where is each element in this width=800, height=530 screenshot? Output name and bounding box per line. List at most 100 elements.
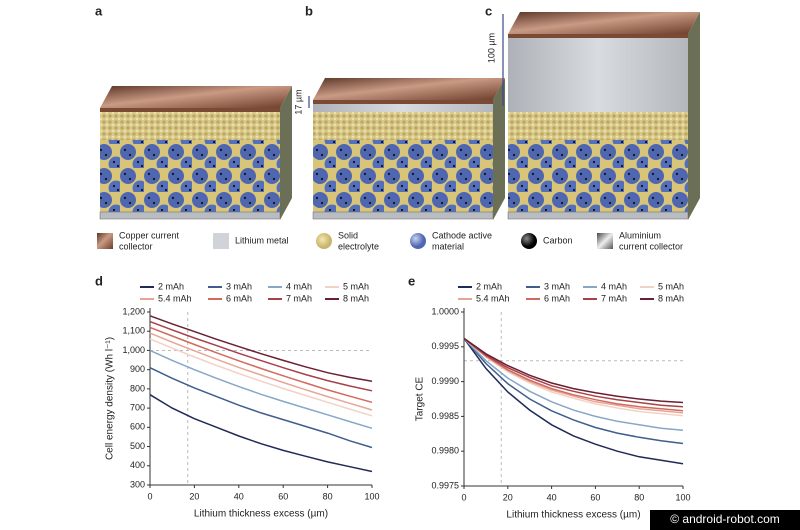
series-line — [149, 332, 373, 411]
material-icon — [597, 233, 613, 249]
material-label: Copper current — [119, 230, 180, 240]
y-tick-label: 0.9975 — [431, 480, 459, 490]
battery-stack — [99, 86, 292, 220]
y-tick-label: 1,100 — [122, 326, 145, 336]
legend-label: 6 mAh — [544, 293, 570, 303]
lithium-layer — [313, 104, 493, 112]
series-line — [149, 320, 373, 392]
aluminium-base — [507, 211, 689, 220]
legend-label: 8 mAh — [343, 293, 369, 303]
y-tick-label: 500 — [130, 441, 145, 451]
y-tick-label: 1.0000 — [431, 306, 459, 316]
y-axis-title: Cell energy density (Wh l⁻¹) — [105, 337, 116, 460]
legend-label: 5.4 mAh — [476, 293, 510, 303]
electrolyte-layer — [313, 112, 493, 140]
y-tick-label: 0.9985 — [431, 411, 459, 421]
legend-label: 2 mAh — [158, 281, 184, 291]
series-line — [149, 349, 373, 430]
y-tick-label: 0.9995 — [431, 341, 459, 351]
legend-label: 4 mAh — [601, 281, 627, 291]
y-axis-title: Target CE — [415, 376, 426, 421]
copper-top — [313, 78, 505, 100]
copper-top — [508, 12, 700, 34]
watermark-box — [650, 510, 800, 530]
x-tick-label: 40 — [234, 491, 244, 501]
material-label: current collector — [619, 241, 683, 251]
series-line — [149, 394, 373, 473]
y-tick-label: 0.9990 — [431, 376, 459, 386]
x-tick-label: 100 — [675, 492, 690, 502]
x-tick-label: 60 — [590, 492, 600, 502]
series-line — [149, 326, 373, 404]
legend-label: 5.4 mAh — [158, 293, 192, 303]
panel-label: d — [95, 273, 103, 288]
battery-stack — [507, 12, 700, 220]
legend-label: 8 mAh — [658, 293, 684, 303]
material-label: Carbon — [543, 235, 573, 245]
panel-label: a — [95, 3, 103, 18]
y-tick-label: 800 — [130, 383, 145, 393]
battery-stack — [312, 78, 505, 220]
legend-label: 7 mAh — [601, 293, 627, 303]
x-tick-label: 100 — [364, 491, 379, 501]
legend-label: 4 mAh — [286, 281, 312, 291]
material-icon — [213, 233, 229, 249]
panel-label: b — [305, 3, 313, 18]
series-line — [463, 337, 684, 465]
material-icon — [521, 233, 537, 249]
legend-label: 2 mAh — [476, 281, 502, 291]
aluminium-base — [312, 211, 494, 220]
x-tick-label: 20 — [503, 492, 513, 502]
lithium-layer — [508, 38, 688, 112]
material-label: material — [432, 241, 464, 251]
series-line — [463, 337, 684, 445]
legend-label: 6 mAh — [226, 293, 252, 303]
y-tick-label: 600 — [130, 422, 145, 432]
legend-label: 5 mAh — [343, 281, 369, 291]
material-icon — [410, 233, 426, 249]
material-label: collector — [119, 241, 153, 251]
side-face — [688, 12, 700, 220]
y-tick-label: 0.9980 — [431, 446, 459, 456]
legend-label: 3 mAh — [544, 281, 570, 291]
series-line — [149, 315, 373, 382]
chart: d 300 400 500 600 700 800 900 1,000 1,100 1,200 0 20… — [95, 273, 380, 519]
y-tick-label: 1,000 — [122, 345, 145, 355]
y-tick-label: 900 — [130, 364, 145, 374]
series-line — [463, 337, 684, 412]
y-tick-label: 1,200 — [122, 306, 145, 316]
x-tick-label: 40 — [547, 492, 557, 502]
y-tick-label: 300 — [130, 479, 145, 489]
x-tick-label: 20 — [189, 491, 199, 501]
copper-edge — [508, 34, 688, 38]
dimension-label: 17 µm — [293, 89, 303, 114]
dimension-label: 100 µm — [486, 33, 496, 63]
x-axis-title: Lithium thickness excess (µm) — [506, 510, 640, 521]
x-tick-label: 60 — [278, 491, 288, 501]
cathode-layer — [508, 140, 688, 212]
material-label: electrolyte — [338, 241, 379, 251]
material-label: Cathode active — [432, 230, 492, 240]
electrolyte-layer — [508, 112, 688, 140]
cathode-layer — [313, 140, 493, 212]
side-face — [493, 78, 505, 220]
x-tick-label: 80 — [323, 491, 333, 501]
series-line — [463, 337, 684, 414]
series-line — [463, 337, 684, 404]
aluminium-base — [99, 211, 281, 220]
series-line — [149, 367, 373, 449]
y-tick-label: 400 — [130, 460, 145, 470]
electrolyte-layer — [100, 112, 280, 140]
panel-label: e — [408, 273, 415, 288]
legend-label: 5 mAh — [658, 281, 684, 291]
copper-top — [100, 86, 292, 108]
material-label: Aluminium — [619, 230, 661, 240]
material-icon — [316, 233, 332, 249]
x-tick-label: 0 — [461, 492, 466, 502]
material-label: Lithium metal — [235, 235, 289, 245]
chart: e 0.9975 0.9980 0.9985 0.9990 0.9995 1.0000 0 20… — [408, 273, 691, 520]
cathode-layer — [100, 140, 280, 212]
